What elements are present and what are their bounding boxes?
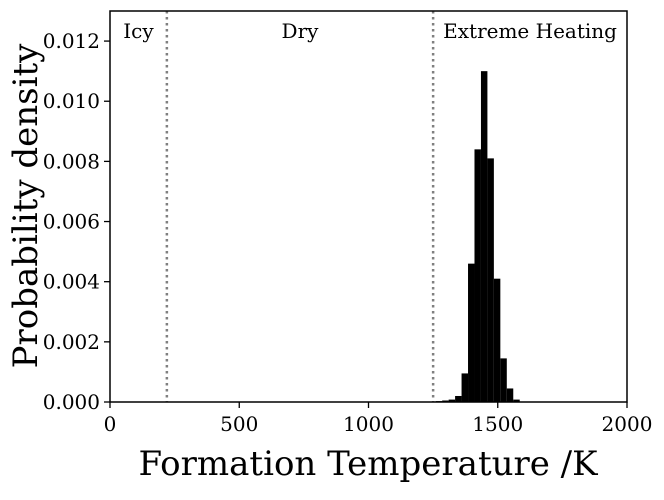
histogram-bar bbox=[513, 399, 520, 402]
region-labels: Icy Dry Extreme Heating bbox=[123, 19, 617, 43]
histogram-bar bbox=[448, 399, 456, 402]
histogram-bars bbox=[435, 71, 520, 403]
y-tick-label: 0.012 bbox=[43, 29, 100, 53]
x-tick-label: 0 bbox=[104, 412, 117, 436]
y-tick-label: 0.006 bbox=[43, 210, 100, 234]
histogram-bar bbox=[442, 400, 449, 402]
histogram-bar bbox=[455, 395, 462, 402]
y-axis-ticks: 0.000 0.002 0.004 0.006 0.008 0.010 0.012 bbox=[43, 29, 110, 414]
region-label: Dry bbox=[282, 19, 320, 43]
histogram-bar bbox=[474, 149, 481, 402]
histogram-bar bbox=[461, 373, 469, 402]
histogram-bar bbox=[487, 158, 494, 402]
x-axis-title: Formation Temperature /K bbox=[138, 444, 598, 484]
plot-frame bbox=[109, 10, 628, 403]
region-boundary-lines bbox=[165, 11, 435, 402]
y-tick-label: 0.004 bbox=[43, 270, 100, 294]
x-tick-label: 2000 bbox=[602, 412, 653, 436]
region-label: Extreme Heating bbox=[443, 19, 617, 43]
histogram-bar bbox=[500, 358, 507, 402]
region-label: Icy bbox=[123, 19, 154, 43]
x-tick-label: 500 bbox=[220, 412, 258, 436]
y-axis-title: Probability density bbox=[6, 43, 46, 368]
histogram-bar bbox=[480, 71, 488, 403]
y-tick-label: 0.000 bbox=[43, 390, 100, 414]
y-tick-label: 0.008 bbox=[43, 149, 100, 173]
x-tick-label: 1500 bbox=[472, 412, 523, 436]
y-tick-label: 0.010 bbox=[43, 89, 100, 113]
x-tick-label: 1000 bbox=[343, 412, 394, 436]
histogram-bar bbox=[506, 388, 514, 402]
x-axis-ticks: 0 500 1000 1500 2000 bbox=[104, 402, 653, 436]
histogram-bar bbox=[468, 263, 475, 402]
histogram-bar bbox=[493, 278, 501, 402]
y-tick-label: 0.002 bbox=[43, 330, 100, 354]
